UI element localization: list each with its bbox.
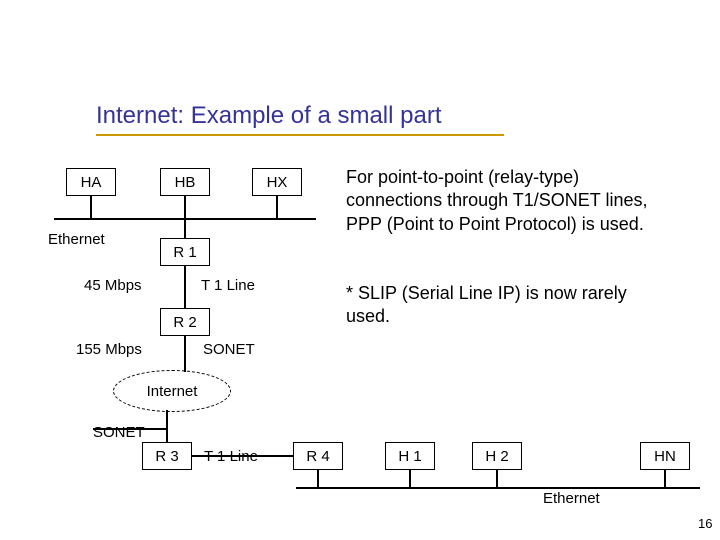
paragraph-ppp: For point-to-point (relay-type) connecti… [346,166,670,236]
connector-line [93,428,167,430]
node-hn-label: HN [654,448,676,465]
node-ha: HA [66,168,116,196]
connector-line [166,428,168,442]
node-hb-label: HB [175,174,196,191]
connector-line [184,266,186,308]
connector-line [409,470,411,487]
node-r1-label: R 1 [173,244,196,261]
connector-line [664,470,666,487]
connector-line [192,455,293,457]
node-h2: H 2 [472,442,522,470]
node-r3: R 3 [142,442,192,470]
title-underline [96,134,504,136]
node-hx: HX [252,168,302,196]
connector-line [90,196,92,218]
cloud-internet: Internet [113,370,231,412]
connector-line [296,487,700,489]
node-ha-label: HA [81,174,102,191]
page-number: 16 [698,516,712,531]
connector-line [184,196,186,218]
label-155mbps: 155 Mbps [76,341,142,358]
connector-line [184,218,186,238]
node-h2-label: H 2 [485,448,508,465]
node-h1-label: H 1 [398,448,421,465]
node-r3-label: R 3 [155,448,178,465]
node-r4-label: R 4 [306,448,329,465]
node-hb: HB [160,168,210,196]
node-h1: H 1 [385,442,435,470]
node-r1: R 1 [160,238,210,266]
cloud-label: Internet [147,383,198,400]
connector-line [166,410,168,428]
node-r4: R 4 [293,442,343,470]
node-r2-label: R 2 [173,314,196,331]
connector-line [276,196,278,218]
label-ethernet-bottom: Ethernet [543,490,600,507]
label-t1-line-a: T 1 Line [201,277,255,294]
connector-line [496,470,498,487]
connector-line [317,470,319,487]
paragraph-slip: * SLIP (Serial Line IP) is now rarely us… [346,282,670,329]
node-r2: R 2 [160,308,210,336]
node-hx-label: HX [267,174,288,191]
label-ethernet-top: Ethernet [48,231,105,248]
slide-title: Internet: Example of a small part [96,102,442,130]
label-sonet-a: SONET [203,341,255,358]
node-hn: HN [640,442,690,470]
label-sonet-b: SONET [93,424,145,441]
connector-line [184,336,186,372]
label-45mbps: 45 Mbps [84,277,142,294]
